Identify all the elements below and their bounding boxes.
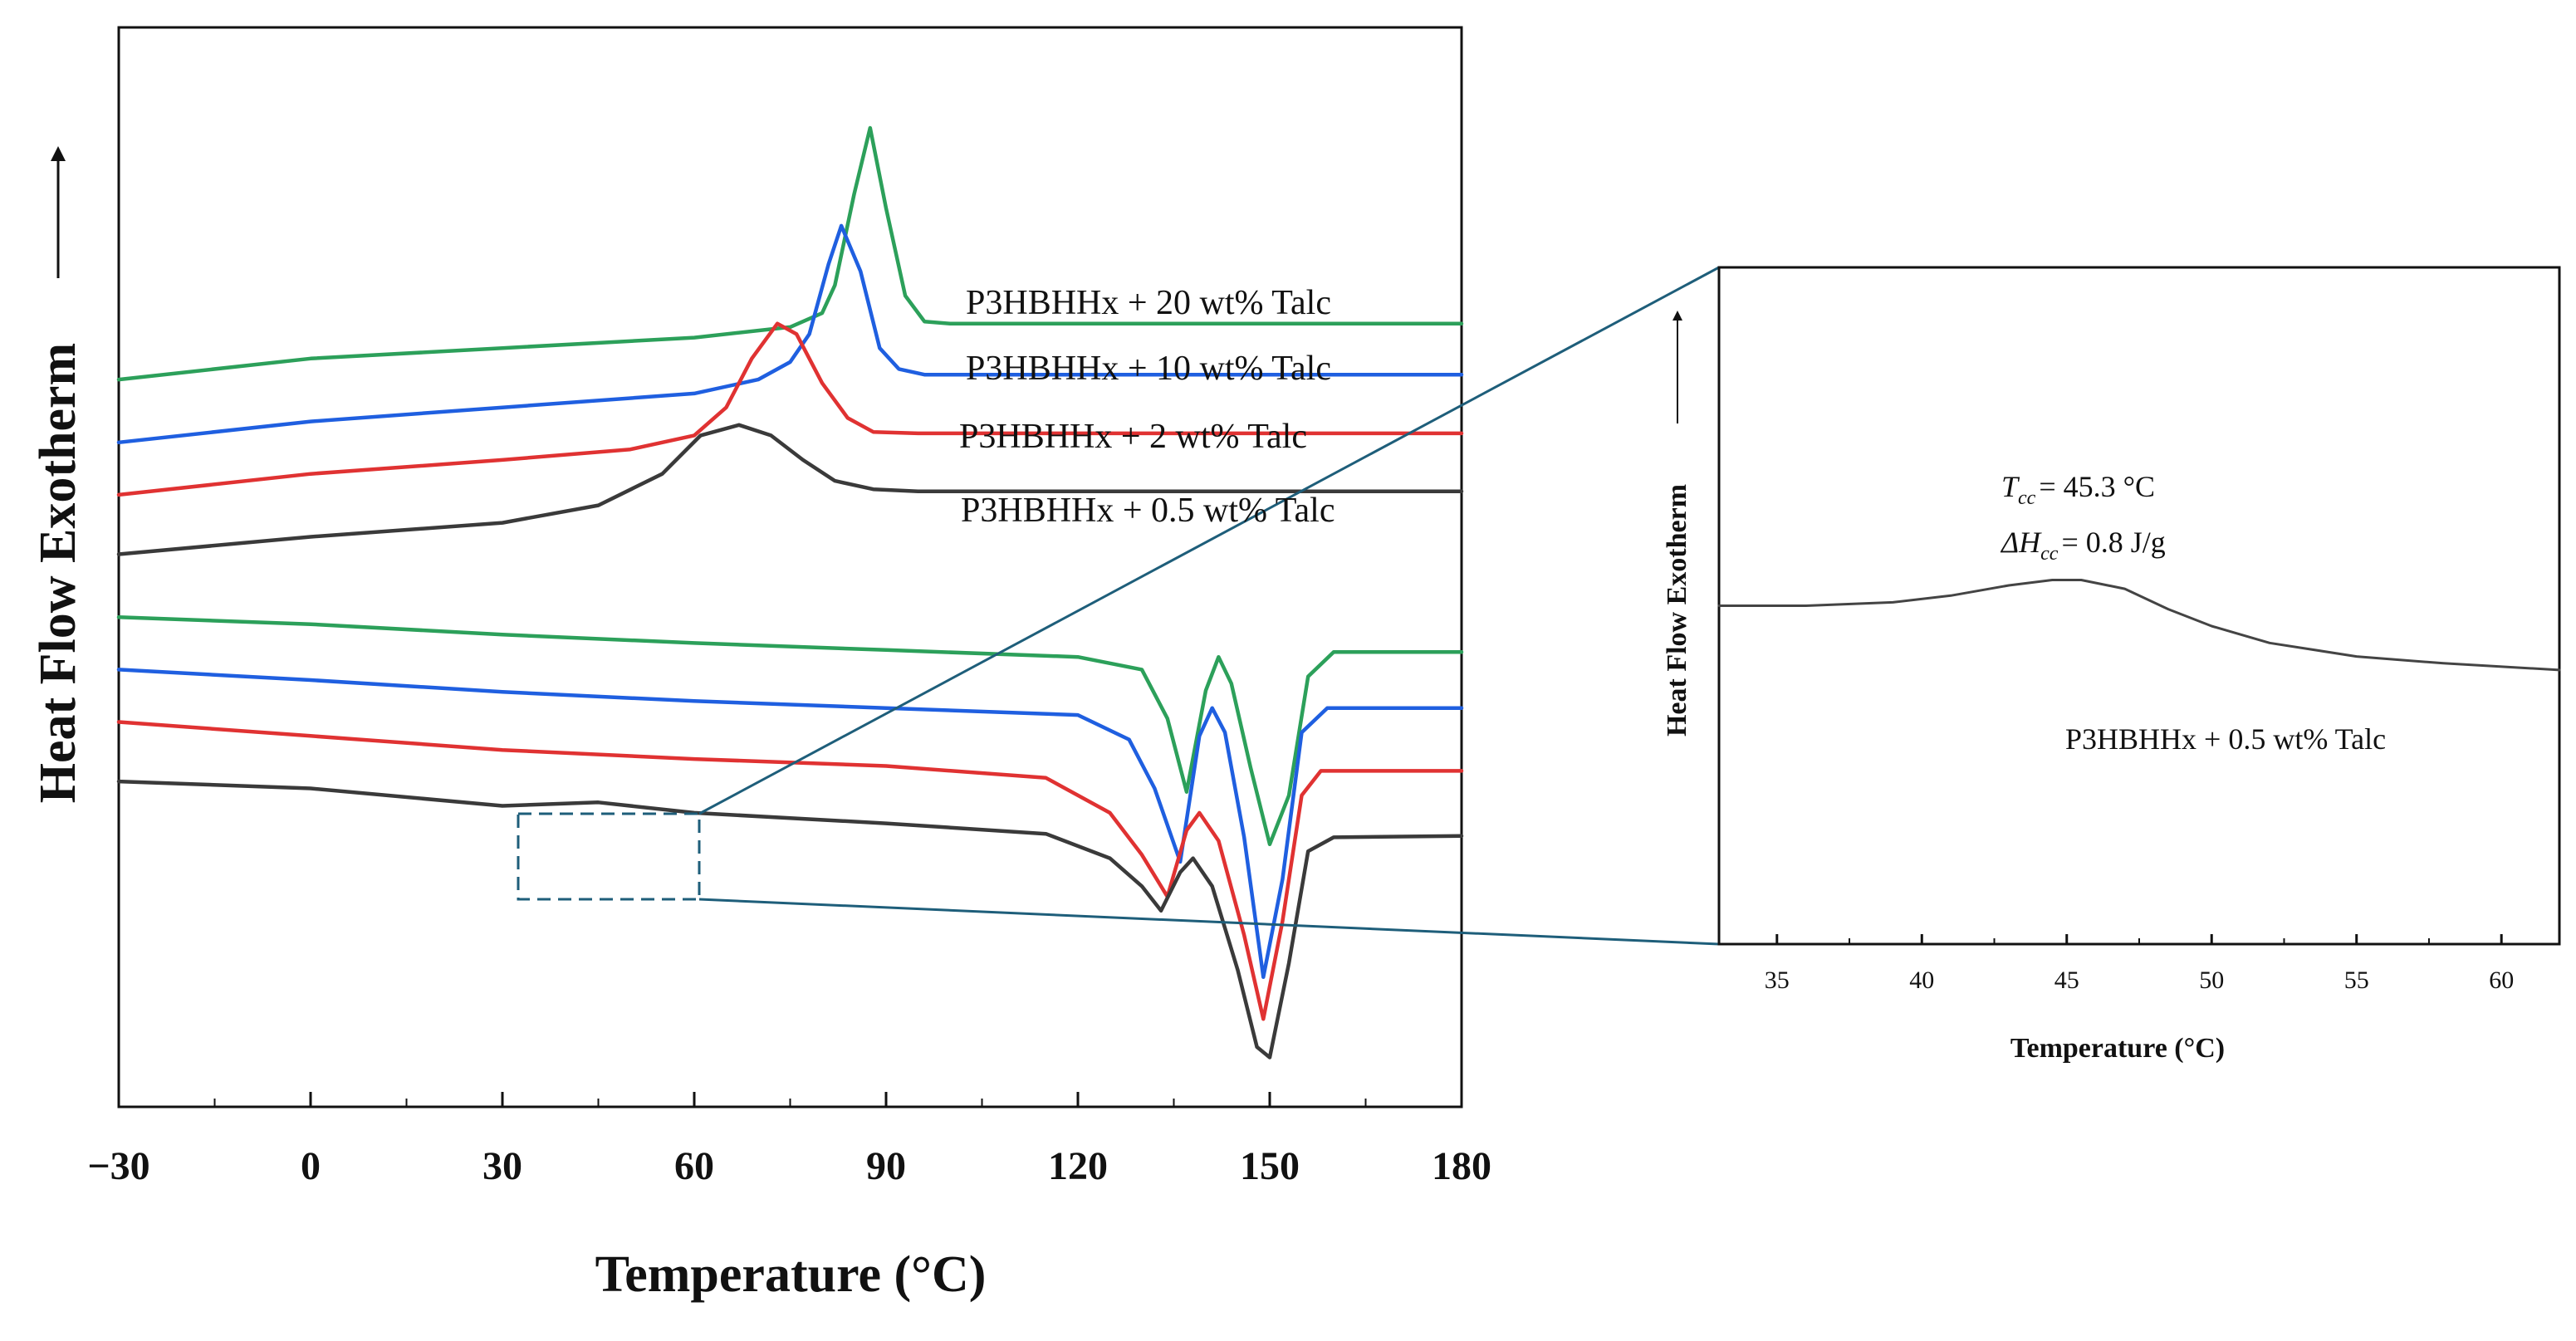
inset-plot-frame: [1717, 266, 2561, 946]
main-x-tick-label: 60: [674, 1144, 714, 1188]
inset-series-line-p3hbhhx-0-5-wt-talc: [1717, 579, 2561, 672]
inset-x-tick-label: 40: [1909, 967, 1934, 994]
tcc-annotation: Tcc = 45.3 °C: [2001, 470, 2155, 509]
main-series-line-p3hbhhx-10-wt-talc-heating: [116, 668, 1464, 979]
main-series-line-p3hbhhx-20-wt-talc: [116, 125, 1464, 382]
main-series-group: [116, 125, 1464, 1060]
main-x-axis: −30 0 30 60 90 120 150 180: [87, 1092, 1491, 1188]
main-x-tick-label: 30: [482, 1144, 522, 1188]
main-series-line-p3hbhhx-0-5-wt-talc: [116, 423, 1464, 556]
main-series-line-p3hbhhx-10-wt-talc: [116, 223, 1464, 445]
series-label-0-5wt: P3HBHHx + 0.5 wt% Talc: [961, 492, 1335, 530]
dh-annotation: ΔHcc = 0.8 J/g: [2000, 526, 2166, 565]
zoom-connector-top: [698, 266, 1720, 815]
inset-x-tick-label: 55: [2344, 967, 2369, 994]
inset-sample-label: P3HBHHx + 0.5 wt% Talc: [2065, 722, 2386, 756]
main-x-tick-label: 90: [866, 1144, 906, 1188]
inset-chart: 35 40 45 50 55 60 Tcc = 45.3 °C ΔHcc = 0.8 J/g …: [1662, 266, 2561, 1064]
inset-x-tick-label: 45: [2054, 967, 2079, 994]
zoom-connector-bottom: [698, 898, 1720, 946]
main-x-tick-label: 150: [1240, 1144, 1300, 1188]
inset-x-axis-label: Temperature (°C): [2010, 1033, 2225, 1064]
main-chart: −30 0 30 60 90 120 150 180 P3HBHHx + 20 wt% Tal…: [30, 26, 1720, 1303]
main-series-line-p3hbhhx-0-5-wt-talc-heating: [116, 779, 1464, 1060]
main-series-line-p3hbhhx-20-wt-talc-heating: [116, 615, 1464, 847]
inset-x-tick-label: 50: [2199, 967, 2224, 994]
series-label-10wt: P3HBHHx + 10 wt% Talc: [966, 350, 1331, 388]
inset-x-tick-label: 60: [2489, 967, 2514, 994]
inset-y-axis-label: Heat Flow Exotherm: [1662, 484, 1692, 737]
main-y-axis-label: Heat Flow Exotherm: [30, 343, 86, 803]
main-x-axis-label: Temperature (°C): [595, 1246, 987, 1303]
zoom-box: [517, 812, 701, 901]
inset-series-group: [1717, 579, 2561, 672]
main-series-line-p3hbhhx-2-wt-talc-heating: [116, 720, 1464, 1021]
inset-x-tick-label: 35: [1765, 967, 1790, 994]
main-series-line-p3hbhhx-2-wt-talc: [116, 321, 1464, 497]
inset-x-axis: 35 40 45 50 55 60: [1765, 934, 2514, 994]
main-y-axis-label-group: Heat Flow Exotherm: [30, 146, 86, 803]
series-label-20wt: P3HBHHx + 20 wt% Talc: [966, 284, 1331, 322]
inset-y-axis-label-group: Heat Flow Exotherm: [1662, 311, 1692, 737]
main-x-tick-label: 180: [1432, 1144, 1491, 1188]
main-x-tick-label: 0: [301, 1144, 321, 1188]
main-x-tick-label: 120: [1048, 1144, 1108, 1188]
series-label-2wt: P3HBHHx + 2 wt% Talc: [959, 418, 1307, 456]
main-x-tick-label: −30: [87, 1144, 149, 1188]
